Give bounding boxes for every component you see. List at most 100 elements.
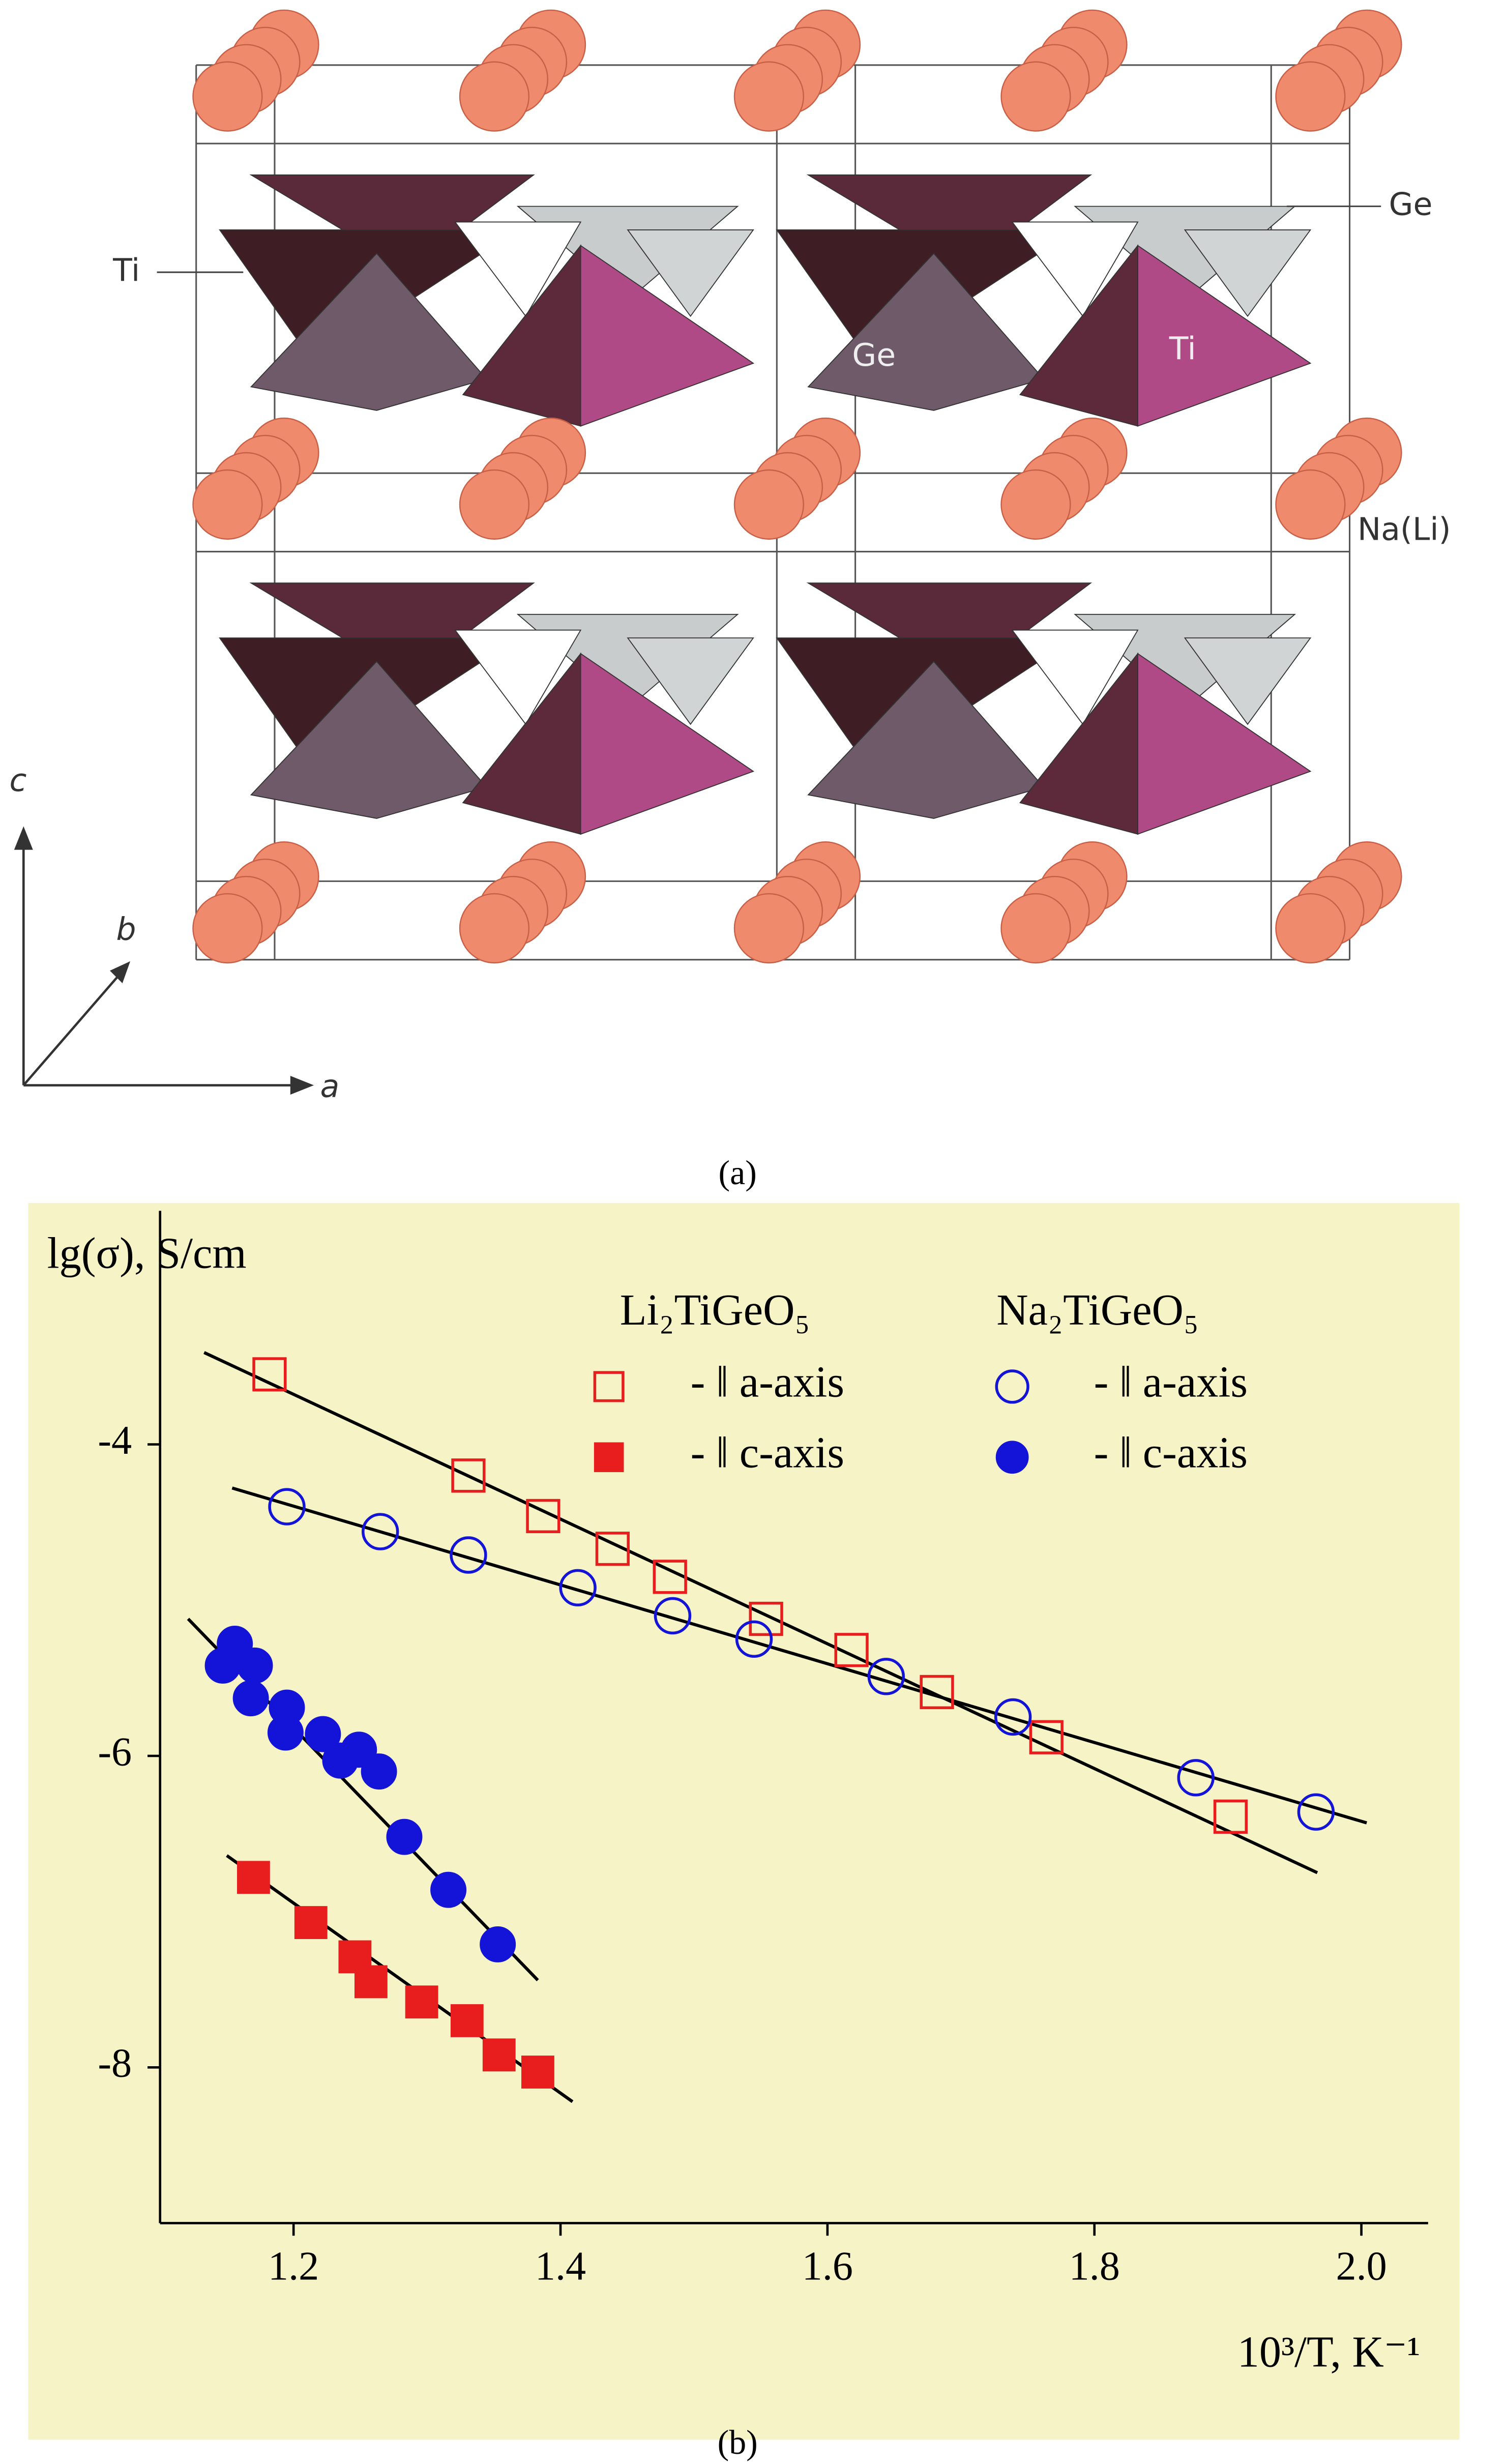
marker xyxy=(994,1698,1032,1736)
marker xyxy=(735,1620,773,1658)
atom xyxy=(1275,469,1346,540)
polyhedron xyxy=(1184,637,1312,725)
legend-group: Li₂TiGeO₅ xyxy=(620,1285,810,1334)
plot: 1.2 1.4 1.6 1.8 2.0 -4 -6 -8 - ‖ a-axis - ‖ c-axi… xyxy=(98,1211,1428,2289)
plot-background xyxy=(28,1202,1460,2440)
polyhedron xyxy=(1137,245,1312,427)
legend-label: - ‖ a-axis xyxy=(691,1358,844,1406)
marker xyxy=(450,2004,484,2037)
polyhedron xyxy=(627,229,754,317)
structure-label: Ge xyxy=(1389,186,1433,223)
marker xyxy=(480,1926,516,1962)
legend-group: Na₂TiGeO₅ xyxy=(996,1285,1199,1334)
x-axis-label: 10³/T, K⁻¹ xyxy=(1237,2328,1421,2377)
caption: (a) xyxy=(719,1154,757,1192)
marker xyxy=(405,1985,438,2019)
atom xyxy=(192,893,263,964)
y-tick-label: -8 xyxy=(98,2041,132,2086)
marker xyxy=(451,1458,486,1493)
y-tick-label: -6 xyxy=(98,1729,132,1774)
marker xyxy=(867,1658,905,1695)
marker xyxy=(362,1513,399,1550)
marker xyxy=(920,1675,954,1710)
fit-line xyxy=(203,1351,1318,1874)
marker xyxy=(521,2056,554,2089)
polyhedron xyxy=(1011,629,1139,725)
polyhedron xyxy=(1137,653,1312,835)
marker xyxy=(1213,1799,1248,1834)
marker xyxy=(294,1906,328,1939)
structure-label: Ti xyxy=(112,252,140,288)
marker xyxy=(595,1532,630,1566)
marker xyxy=(430,1871,467,1908)
x-tick-label: 1.6 xyxy=(802,2244,853,2289)
structure-label: a xyxy=(320,1068,339,1105)
marker xyxy=(482,2038,516,2072)
structure-label: Ge xyxy=(852,337,896,373)
structure-label: b xyxy=(116,911,136,948)
atom xyxy=(459,893,530,964)
frame-line xyxy=(22,966,127,1087)
marker xyxy=(237,1647,273,1684)
marker xyxy=(386,1818,423,1855)
marker xyxy=(834,1633,869,1667)
polyhedron xyxy=(1184,229,1312,317)
atom xyxy=(1000,61,1071,132)
legend-marker xyxy=(593,1371,625,1402)
atom xyxy=(192,61,263,132)
marker xyxy=(1177,1759,1215,1797)
atom xyxy=(733,893,805,964)
marker xyxy=(268,1488,306,1526)
marker xyxy=(232,1680,269,1717)
atom xyxy=(1275,893,1346,964)
atom xyxy=(733,469,805,540)
marker xyxy=(654,1597,692,1635)
marker xyxy=(749,1601,783,1636)
legend-label: - ‖ c-axis xyxy=(1094,1428,1248,1477)
x-tick-label: 1.2 xyxy=(268,2244,319,2289)
atom xyxy=(192,469,263,540)
atom xyxy=(459,61,530,132)
arrow-head xyxy=(290,1075,314,1095)
fit-line xyxy=(231,1486,1367,1825)
marker xyxy=(267,1714,304,1751)
marker xyxy=(361,1753,397,1790)
marker xyxy=(204,1647,241,1684)
marker xyxy=(559,1569,597,1607)
polyhedron xyxy=(580,653,755,835)
arrow-head xyxy=(109,961,131,983)
legend-label: - ‖ a-axis xyxy=(1094,1358,1248,1406)
marker xyxy=(237,1861,270,1894)
atom xyxy=(1275,61,1346,132)
x-tick-label: 2.0 xyxy=(1336,2244,1386,2289)
marker xyxy=(1029,1720,1064,1754)
legend-label: - ‖ c-axis xyxy=(691,1428,844,1477)
marker xyxy=(354,1965,388,1999)
x-tick-label: 1.4 xyxy=(535,2244,586,2289)
atom xyxy=(733,61,805,132)
atom xyxy=(459,469,530,540)
polyhedron xyxy=(1011,221,1139,317)
polyhedron xyxy=(454,221,582,317)
structure-label: Ti xyxy=(1169,331,1196,367)
marker xyxy=(1297,1793,1335,1831)
structure-label: c xyxy=(10,762,27,799)
marker xyxy=(305,1716,341,1752)
marker xyxy=(653,1560,687,1594)
y-axis-label: lg(σ), S/cm xyxy=(47,1229,247,1278)
legend-marker xyxy=(995,1441,1029,1474)
marker xyxy=(526,1499,560,1534)
marker xyxy=(450,1536,487,1574)
polyhedron xyxy=(454,629,582,725)
x-tick-label: 1.8 xyxy=(1069,2244,1120,2289)
marker xyxy=(252,1357,287,1392)
atom xyxy=(1000,469,1071,540)
crystal-structure xyxy=(14,9,1402,1095)
caption: (b) xyxy=(718,2423,758,2461)
y-tick-label: -4 xyxy=(98,1418,132,1463)
legend-marker xyxy=(995,1369,1029,1404)
polyhedron xyxy=(580,245,755,427)
arrow-head xyxy=(14,826,33,850)
atom xyxy=(1000,893,1071,964)
